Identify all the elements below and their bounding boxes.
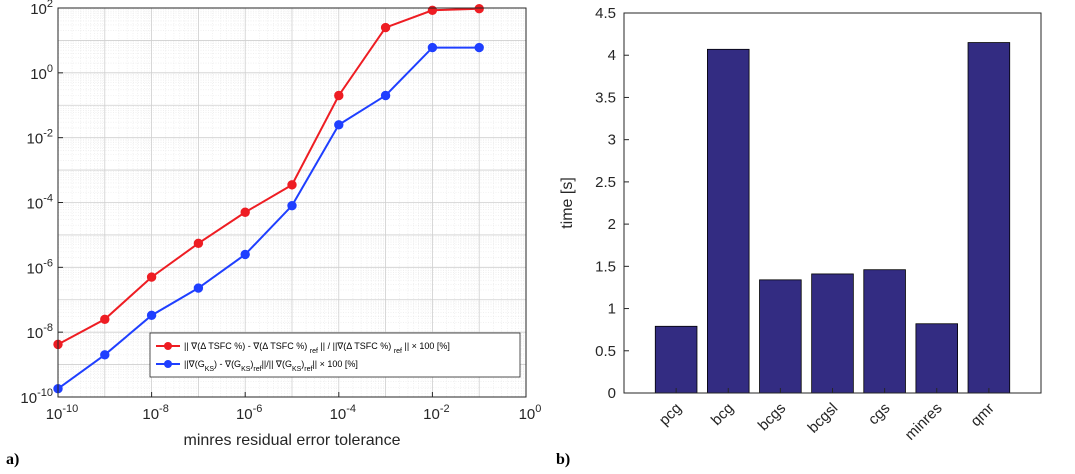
bar-bcg xyxy=(707,48,750,394)
y-tick-label-1: 0.5 xyxy=(595,343,616,360)
bars-b xyxy=(654,42,1011,394)
data-point-0-8 xyxy=(427,5,438,15)
panel-label-a: a) xyxy=(6,451,19,468)
x-tick-label-bcgs: bcgs xyxy=(755,400,789,434)
legend-box xyxy=(149,332,521,378)
data-point-1-8 xyxy=(427,42,438,53)
x-tick-label-bcg: bcg xyxy=(708,400,737,429)
x-tick-label-2: 10-6 xyxy=(236,403,262,423)
data-point-0-6 xyxy=(334,90,344,101)
y-tick-label-3: 10-4 xyxy=(27,193,53,213)
ticks-a: 10-10 10-8 10-6 10-4 10-2 100 10-10 10-8 10-6 10-… xyxy=(20,0,541,423)
legend-entry-1: ||∇(GKS) - ∇(GKS)ref||/|| ∇(GKS)ref|| × … xyxy=(184,359,358,373)
x-tick-label-4: 10-2 xyxy=(423,403,449,423)
y-tick-label-8: 4 xyxy=(608,47,616,64)
y-tick-label-4: 2 xyxy=(608,216,616,233)
data-point-1-7 xyxy=(380,90,391,101)
legend-entry-0: || ∇(Δ TSFC %) - ∇(Δ TSFC %) ref || / ||… xyxy=(184,341,450,355)
x-tick-label-qmr: qmr xyxy=(967,400,997,430)
series-a xyxy=(53,4,484,394)
y-tick-label-5: 100 xyxy=(30,63,53,83)
data-point-1-6 xyxy=(334,120,344,130)
x-tick-label-1: 10-8 xyxy=(142,403,168,423)
legend-a: || ∇(Δ TSFC %) - ∇(Δ TSFC %) ref || / ||… xyxy=(149,332,521,378)
data-point-1-3 xyxy=(193,283,204,293)
y-tick-label-6: 3 xyxy=(608,132,616,149)
line-chart-a: 10-10 10-8 10-6 10-4 10-2 100 10-10 10-8 10-6 10-… xyxy=(20,0,541,449)
bar-chart-b: pcg bcg bcgs bcgsl cgs minres qmr 0 0.5 1 1.5 2 2.5 3… xyxy=(559,5,1042,444)
y-tick-label-1: 10-8 xyxy=(27,322,53,342)
bar-qmr xyxy=(967,42,1011,394)
x-tick-label-minres: minres xyxy=(902,400,946,444)
x-tick-label-bcgsl: bcgsl xyxy=(805,400,842,437)
legend-swatch-marker-1 xyxy=(164,360,172,368)
y-tick-label-6: 102 xyxy=(30,0,53,18)
data-point-1-9 xyxy=(474,42,484,53)
x-axis-label-a: minres residual error tolerance xyxy=(184,432,401,449)
panel-label-b: b) xyxy=(556,451,570,468)
data-point-0-1 xyxy=(100,314,110,324)
bar-minres xyxy=(915,323,959,394)
y-tick-label-9: 4.5 xyxy=(595,5,616,22)
x-tick-label-pcg: pcg xyxy=(656,400,685,429)
series-line-0 xyxy=(57,7,480,346)
y-tick-label-2: 1 xyxy=(608,301,616,318)
y-tick-label-2: 10-6 xyxy=(27,257,53,277)
bar-pcg xyxy=(654,325,698,394)
y-tick-label-5: 2.5 xyxy=(595,174,616,191)
y-tick-label-7: 3.5 xyxy=(595,89,616,106)
x-tick-label-3: 10-4 xyxy=(330,403,356,423)
x-tick-label-5: 100 xyxy=(519,403,542,423)
legend-swatch-marker-0 xyxy=(164,342,172,350)
y-tick-label-4: 10-2 xyxy=(27,128,53,148)
data-point-1-5 xyxy=(287,200,297,211)
data-point-1-4 xyxy=(240,249,250,260)
data-point-0-3 xyxy=(193,238,204,249)
x-tick-label-0: 10-10 xyxy=(46,403,79,423)
data-point-0-5 xyxy=(287,180,297,190)
y-tick-label-3: 1.5 xyxy=(595,258,616,275)
bar-bcgs xyxy=(759,279,802,394)
x-tick-label-cgs: cgs xyxy=(865,400,894,429)
data-point-0-4 xyxy=(240,207,250,217)
bar-bcgsl xyxy=(811,273,854,394)
data-point-0-2 xyxy=(146,272,157,282)
data-point-1-2 xyxy=(146,310,157,321)
y-tick-label-0: 0 xyxy=(608,385,616,402)
y-axis-label-b: time [s] xyxy=(559,177,576,229)
y-tick-label-0: 10-10 xyxy=(20,387,53,407)
bar-cgs xyxy=(863,269,906,394)
data-point-0-7 xyxy=(380,22,391,33)
series-line-1 xyxy=(57,46,480,390)
data-point-0-9 xyxy=(474,4,484,14)
data-point-1-1 xyxy=(100,350,110,360)
